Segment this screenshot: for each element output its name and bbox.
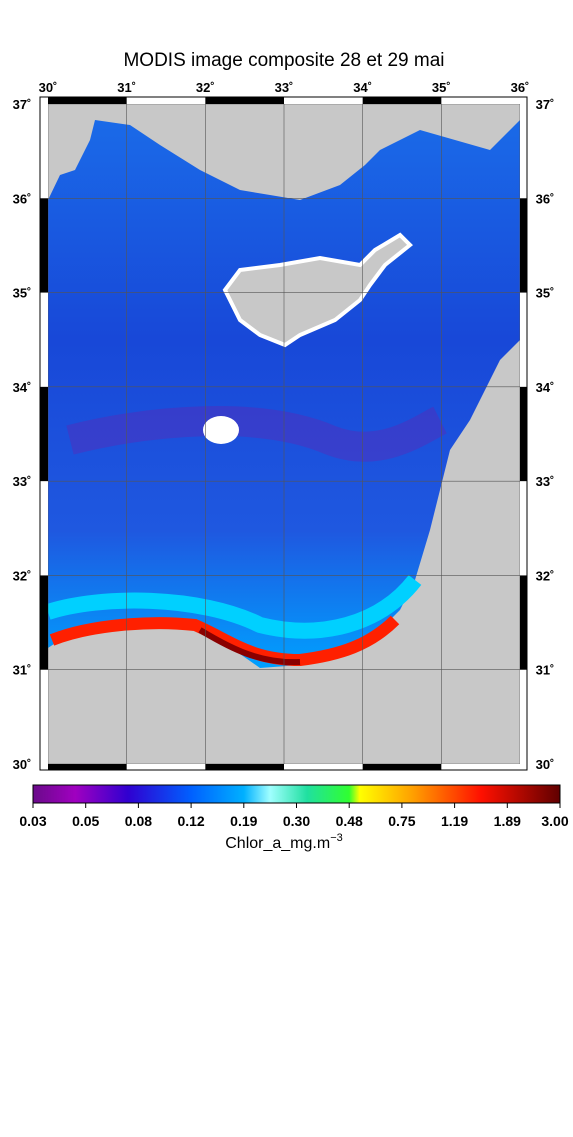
- lon-tick-label: 34˚: [353, 80, 372, 95]
- colorbar-title-exponent: −3: [330, 832, 343, 844]
- border-segment: [362, 97, 442, 104]
- coastal-band: [48, 574, 422, 639]
- border-segment: [520, 386, 527, 482]
- lon-tick-label: 35˚: [432, 80, 451, 95]
- colorbar-label: 0.19: [230, 813, 257, 829]
- cyprus: [222, 232, 413, 348]
- coastal-chlorophyll-core: [198, 627, 301, 666]
- lat-tick-label: 36˚: [536, 191, 555, 206]
- lon-tick-label: 36˚: [511, 80, 530, 95]
- offshore-plume: [66, 406, 447, 462]
- colorbar-label: 0.48: [336, 813, 363, 829]
- lon-tick-label: 30˚: [39, 80, 58, 95]
- colorbar-label: 0.75: [388, 813, 415, 829]
- border-segment: [40, 575, 48, 670]
- colorbar: [32, 784, 561, 804]
- lat-tick-label: 33˚: [13, 474, 32, 489]
- border-segment: [48, 97, 127, 104]
- lat-tick-label: 35˚: [536, 286, 555, 301]
- colorbar-title-text: Chlor_a_mg.m: [225, 835, 330, 852]
- lat-tick-label: 37˚: [536, 97, 555, 112]
- lat-tick-label: 30˚: [13, 757, 32, 772]
- lat-tick-label: 34˚: [13, 380, 32, 395]
- border-segment: [40, 198, 48, 293]
- colorbar-label: 0.03: [19, 813, 46, 829]
- colorbar-label: 0.05: [72, 813, 99, 829]
- lat-tick-label: 36˚: [13, 191, 32, 206]
- map-area: [48, 104, 520, 764]
- lon-tick-label: 31˚: [117, 80, 136, 95]
- lat-tick-label: 32˚: [536, 568, 555, 583]
- border-segment: [520, 575, 527, 670]
- border-segment: [520, 198, 527, 293]
- lat-tick-label: 31˚: [536, 663, 555, 678]
- border-segment: [40, 386, 48, 482]
- lat-tick-label: 35˚: [13, 286, 32, 301]
- lat-tick-label: 37˚: [13, 97, 32, 112]
- lon-tick-label: 33˚: [275, 80, 294, 95]
- colorbar-label: 0.08: [125, 813, 152, 829]
- colorbar-label: 1.19: [441, 813, 468, 829]
- colorbar-label: 0.30: [283, 813, 310, 829]
- border-segment: [48, 764, 127, 770]
- lat-tick-label: 34˚: [536, 380, 555, 395]
- cloud-gap: [203, 416, 239, 444]
- lat-tick-label: 30˚: [536, 757, 555, 772]
- border-segment: [205, 764, 284, 770]
- colorbar-label: 0.12: [177, 813, 204, 829]
- border-segment: [362, 764, 442, 770]
- frame-border: [40, 97, 527, 770]
- colorbar-labels: 0.03 0.05 0.08 0.12 0.19 0.30 0.48 0.75 1.19 1.89…: [19, 803, 569, 829]
- lon-tick-label: 32˚: [196, 80, 215, 95]
- colorbar-label: 1.89: [494, 813, 521, 829]
- coastal-chlorophyll: [49, 615, 400, 667]
- lat-tick-label: 31˚: [13, 663, 32, 678]
- graticule: [48, 104, 520, 764]
- colorbar-title: Chlor_a_mg.m−3: [225, 832, 342, 852]
- lat-tick-label: 32˚: [13, 568, 32, 583]
- lat-tick-label: 33˚: [536, 474, 555, 489]
- colorbar-label: 3.00: [541, 813, 568, 829]
- border-segment: [205, 97, 284, 104]
- map-title: MODIS image composite 28 et 29 mai: [123, 50, 444, 71]
